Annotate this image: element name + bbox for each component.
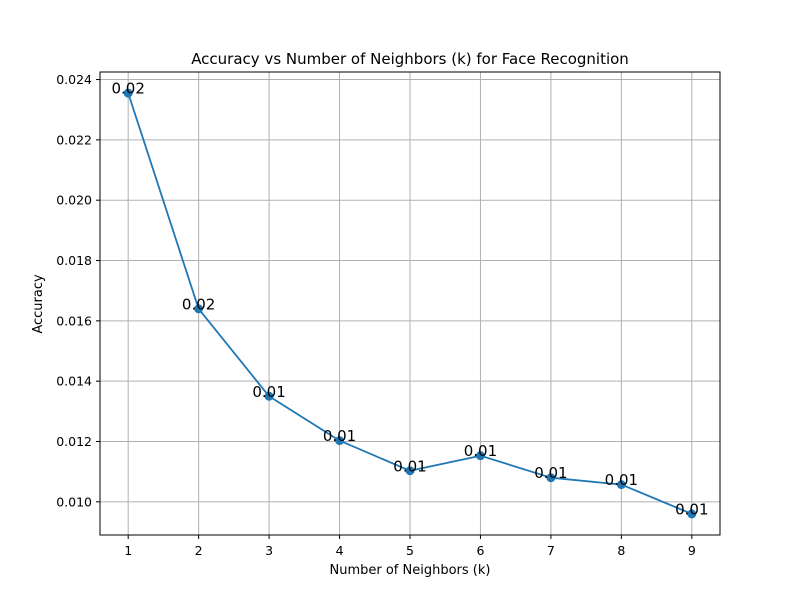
data-label: 0.01: [252, 383, 285, 401]
data-point: [264, 391, 274, 401]
data-point: [546, 473, 556, 483]
data-point: [687, 509, 697, 519]
chart-title: Accuracy vs Number of Neighbors (k) for …: [191, 50, 629, 68]
grid: [100, 72, 720, 535]
x-tick-label: 3: [265, 543, 273, 558]
x-tick-label: 6: [476, 543, 484, 558]
x-tick-label: 1: [124, 543, 132, 558]
data-labels: 0.02 0.02 0.01 0.01 0.01 0.01 0.01 0.01 0.01: [111, 80, 708, 519]
data-point: [405, 466, 415, 476]
data-label: 0.01: [464, 442, 497, 460]
data-label: 0.01: [323, 427, 356, 445]
x-tick-label: 7: [547, 543, 555, 558]
data-label: 0.02: [182, 295, 215, 313]
x-tick-label: 9: [688, 543, 696, 558]
data-label: 0.01: [605, 471, 638, 489]
x-tick-label: 8: [617, 543, 625, 558]
y-axis-label: Accuracy: [31, 274, 46, 334]
data-point: [335, 436, 345, 446]
data-label: 0.01: [393, 457, 426, 475]
y-tick-label: 0.010: [56, 494, 92, 509]
series: [123, 88, 697, 519]
x-tick-label: 2: [195, 543, 203, 558]
y-tick-label: 0.020: [56, 193, 92, 208]
x-tick-label: 5: [406, 543, 414, 558]
data-label: 0.01: [675, 500, 708, 518]
data-label: 0.02: [111, 80, 144, 98]
data-label: 0.01: [534, 464, 567, 482]
data-point: [475, 451, 485, 461]
y-tick-label: 0.014: [56, 374, 92, 389]
y-tick-label: 0.012: [56, 434, 92, 449]
data-point: [123, 88, 133, 98]
data-point: [194, 304, 204, 314]
x-axis-label: Number of Neighbors (k): [330, 563, 491, 578]
y-tick-label: 0.016: [56, 313, 92, 328]
y-tick-label: 0.024: [56, 72, 92, 87]
x-tick-label: 4: [336, 543, 344, 558]
y-tick-label: 0.018: [56, 253, 92, 268]
ticks: 1 2 3 4 5 6 7 8 9 0.010 0.012 0.014 0.016 0.018 0.020 0…: [56, 72, 696, 558]
data-point: [616, 480, 626, 490]
y-tick-label: 0.022: [56, 132, 92, 147]
